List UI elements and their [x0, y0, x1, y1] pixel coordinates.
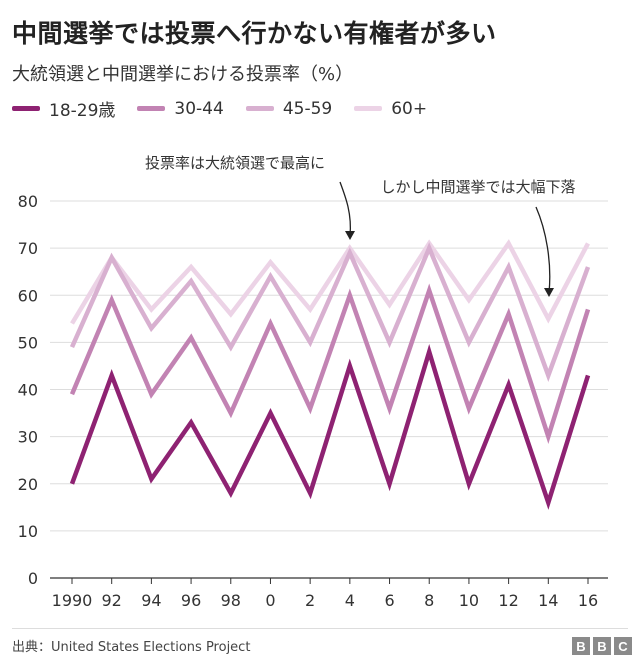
x-tick-label-14: 14	[538, 591, 558, 610]
y-tick-label-70: 70	[18, 239, 38, 258]
bbc-logo-letter-c: C	[614, 637, 632, 655]
y-tick-label-80: 80	[18, 192, 38, 211]
chart-title: 中間選挙では投票へ行かない有権者が多い	[12, 19, 497, 48]
annotation-presidential: 投票率は大統領選で最高に	[145, 154, 325, 172]
annotation-arrow-midterm	[535, 206, 551, 294]
y-tick-label-30: 30	[18, 428, 38, 447]
legend-swatch-45-59	[245, 106, 274, 111]
x-tick-label-1990: 1990	[52, 591, 93, 610]
legend-label-30-44: 30-44	[174, 98, 224, 119]
x-tick-label-6: 6	[384, 591, 394, 610]
series-layer	[69, 239, 591, 510]
x-tick-label-98: 98	[221, 591, 241, 610]
bbc-logo: B B C	[572, 637, 632, 655]
legend-swatch-30-44	[137, 106, 166, 111]
x-tick-label-94: 94	[141, 591, 161, 610]
annotation-arrow-presidential	[339, 181, 352, 237]
x-tick-label-8: 8	[424, 591, 434, 610]
x-tick-label-96: 96	[181, 591, 201, 610]
bbc-logo-letter-b2: B	[593, 637, 611, 655]
legend-swatch-60plus	[354, 106, 383, 111]
legend: 18-29歳 30-44 45-59 60+	[12, 96, 449, 121]
legend-item-45-59: 45-59	[245, 98, 333, 119]
y-tick-label-40: 40	[18, 381, 38, 400]
series-line-45-59	[69, 242, 591, 382]
source-note: 出典：United States Elections Project	[12, 640, 251, 655]
x-tick-label-4: 4	[345, 591, 355, 610]
x-tick-label-92: 92	[102, 591, 122, 610]
legend-swatch-18-29	[12, 106, 40, 111]
bbc-logo-letter-b1: B	[572, 637, 590, 655]
annotation-midterm: しかし中間選挙では大幅下落	[380, 178, 575, 196]
series-line-60plus	[70, 239, 590, 325]
x-tick-label-12: 12	[498, 591, 518, 610]
footer-divider	[12, 628, 628, 629]
series-line-18-29	[69, 343, 591, 510]
legend-item-18-29: 18-29歳	[12, 96, 115, 121]
grid-layer	[50, 200, 608, 579]
y-tick-label-20: 20	[18, 475, 38, 494]
legend-item-60plus: 60+	[354, 99, 427, 119]
y-tick-label-60: 60	[18, 286, 38, 305]
annotation-arrowhead-midterm	[544, 288, 554, 297]
x-tick-label-2: 2	[305, 591, 315, 610]
x-tick-label-10: 10	[459, 591, 479, 610]
y-tick-label-50: 50	[18, 333, 38, 352]
series-line-30-44	[69, 283, 591, 445]
axis-layer: 0 10 20 30 40 50 60 70 80 1990 92 94 96 98 0 2 4 6 8 10 12 14…	[18, 192, 599, 610]
annotation-layer: 投票率は大統領選で最高に しかし中間選挙では大幅下落	[145, 154, 576, 297]
legend-label-60plus: 60+	[391, 98, 428, 119]
legend-label-45-59: 45-59	[282, 98, 333, 119]
y-tick-label-10: 10	[18, 522, 38, 541]
x-tick-label-16: 16	[578, 591, 598, 610]
legend-item-30-44: 30-44	[137, 98, 224, 119]
legend-label-18-29: 18-29歳	[49, 101, 116, 121]
x-tick-label-0: 0	[265, 591, 275, 610]
y-tick-label-0: 0	[28, 569, 38, 588]
chart-subtitle: 大統領選と中間選挙における投票率（%）	[12, 64, 354, 85]
annotation-arrowhead-presidential	[345, 231, 355, 240]
